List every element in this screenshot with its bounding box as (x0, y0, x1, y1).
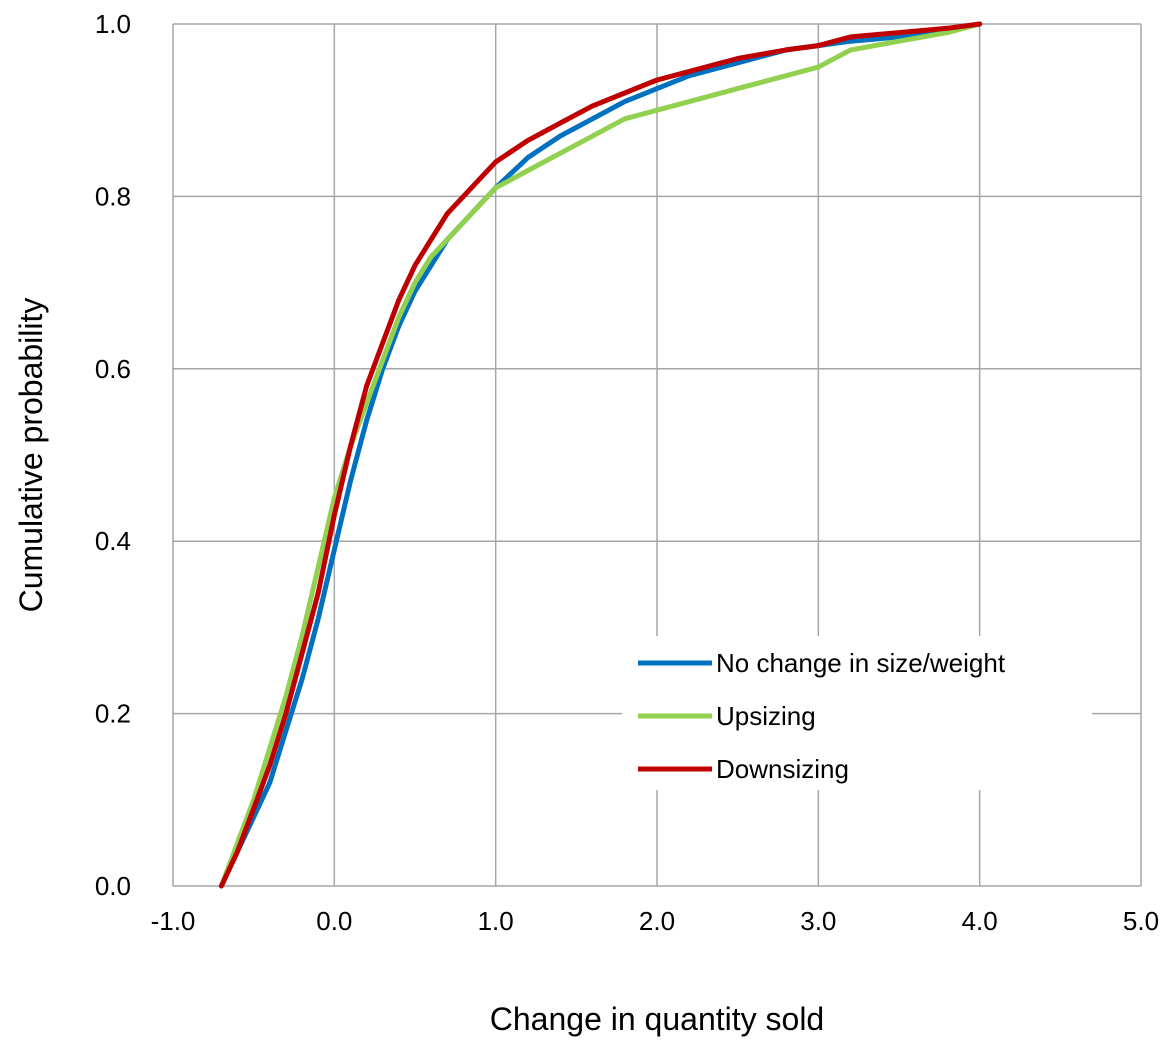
x-axis-ticks: -1.0 0.0 1.0 2.0 3.0 4.0 5.0 (151, 906, 1159, 936)
series-line-2 (218, 21, 983, 889)
y-tick-label: 0.4 (95, 526, 131, 556)
x-tick-label: 5.0 (1123, 906, 1159, 936)
x-tick-label: 1.0 (478, 906, 514, 936)
x-tick-label: 4.0 (962, 906, 998, 936)
series-lines (218, 21, 983, 889)
legend-label-3: Downsizing (716, 754, 849, 784)
legend-label-1: No change in size/weight (716, 648, 1006, 678)
x-tick-label: 0.0 (316, 906, 352, 936)
y-tick-label: 0.2 (95, 699, 131, 729)
series-line-3 (218, 21, 983, 889)
x-tick-label: 3.0 (800, 906, 836, 936)
y-tick-label: 0.8 (95, 181, 131, 211)
y-axis-ticks: 0.0 0.2 0.4 0.6 0.8 1.0 (95, 9, 131, 901)
y-axis-title: Cumulative probability (13, 298, 49, 613)
y-tick-label: 1.0 (95, 9, 131, 39)
x-tick-label: 2.0 (639, 906, 675, 936)
x-axis-title: Change in quantity sold (490, 1001, 824, 1037)
y-tick-label: 0.0 (95, 871, 131, 901)
legend: No change in size/weight Upsizing Downsizi… (622, 636, 1092, 790)
y-tick-label: 0.6 (95, 354, 131, 384)
x-tick-label: -1.0 (151, 906, 196, 936)
legend-label-2: Upsizing (716, 701, 816, 731)
